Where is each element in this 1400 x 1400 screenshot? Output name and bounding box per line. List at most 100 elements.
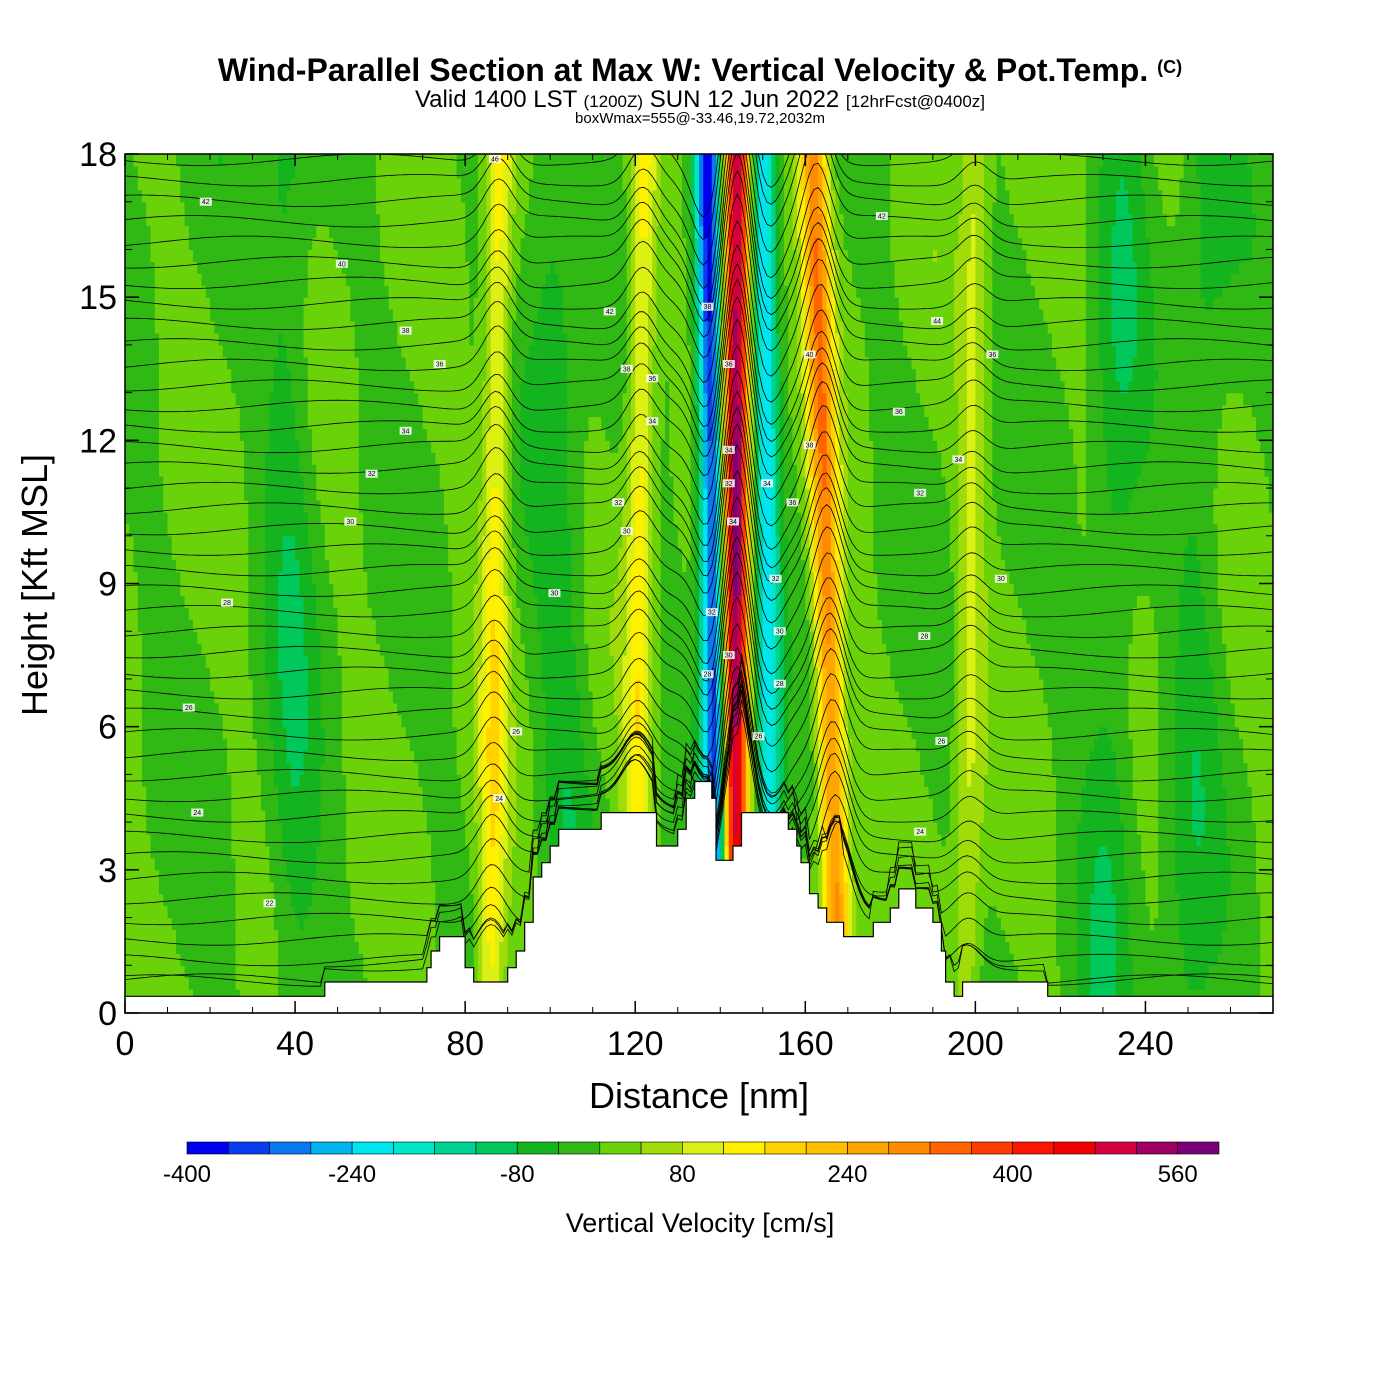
w-cell: [240, 607, 245, 620]
w-cell: [151, 416, 156, 429]
w-cell: [244, 703, 249, 716]
w-cell: [248, 774, 253, 787]
w-cell: [380, 249, 385, 262]
w-cell: [227, 393, 232, 406]
w-cell: [355, 261, 360, 274]
w-cell: [223, 393, 228, 406]
w-cell: [346, 357, 351, 370]
w-cell: [389, 202, 394, 215]
w-cell: [389, 715, 394, 728]
w-cell: [134, 416, 139, 429]
w-cell: [329, 309, 334, 322]
w-cell: [248, 285, 253, 298]
w-cell: [363, 619, 368, 632]
w-cell: [363, 321, 368, 334]
w-cell: [329, 416, 334, 429]
w-cell: [219, 941, 224, 954]
w-cell: [146, 249, 151, 262]
w-cell: [248, 428, 253, 441]
w-cell: [265, 798, 270, 811]
w-cell: [138, 679, 143, 692]
w-cell: [202, 584, 207, 597]
w-cell: [304, 870, 309, 883]
w-cell: [321, 166, 326, 179]
w-cell: [312, 238, 317, 251]
w-cell: [380, 631, 385, 644]
w-cell: [380, 607, 385, 620]
w-cell: [299, 870, 304, 883]
w-cell: [312, 261, 317, 274]
w-cell: [146, 536, 151, 549]
w-cell: [295, 476, 300, 489]
w-cell: [359, 273, 364, 286]
w-cell: [380, 214, 385, 227]
w-cell: [168, 226, 173, 239]
w-cell: [146, 309, 151, 322]
w-cell: [278, 226, 283, 239]
w-cell: [384, 751, 389, 764]
w-cell: [299, 667, 304, 680]
w-cell: [367, 214, 372, 227]
w-cell: [397, 774, 402, 787]
w-cell: [202, 786, 207, 799]
w-cell: [257, 786, 262, 799]
w-cell: [393, 452, 398, 465]
w-cell: [257, 428, 262, 441]
w-cell: [329, 357, 334, 370]
w-cell: [240, 679, 245, 692]
w-cell: [236, 631, 241, 644]
w-cell: [223, 929, 228, 942]
w-cell: [389, 607, 394, 620]
w-cell: [274, 166, 279, 179]
w-cell: [321, 512, 326, 525]
w-cell: [372, 214, 377, 227]
w-cell: [346, 345, 351, 358]
w-cell: [231, 416, 236, 429]
w-cell: [146, 739, 151, 752]
w-cell: [223, 715, 228, 728]
w-cell: [202, 953, 207, 966]
w-cell: [367, 715, 372, 728]
w-cell: [304, 834, 309, 847]
w-cell: [244, 214, 249, 227]
w-cell: [210, 512, 215, 525]
w-cell: [168, 381, 173, 394]
w-cell: [308, 894, 313, 907]
w-cell: [367, 249, 372, 262]
w-cell: [236, 381, 241, 394]
w-cell: [270, 691, 275, 704]
w-cell: [214, 416, 219, 429]
w-cell: [346, 834, 351, 847]
w-cell: [329, 941, 334, 954]
w-cell: [151, 679, 156, 692]
w-cell: [163, 369, 168, 382]
w-cell: [214, 584, 219, 597]
w-cell: [333, 345, 338, 358]
w-cell: [291, 488, 296, 501]
w-cell: [304, 202, 309, 215]
w-cell: [176, 929, 181, 942]
w-cell: [414, 405, 419, 418]
w-cell: [397, 691, 402, 704]
w-cell: [151, 369, 156, 382]
w-cell: [227, 273, 232, 286]
w-cell: [316, 345, 321, 358]
w-cell: [389, 631, 394, 644]
w-cell: [236, 727, 241, 740]
w-cell: [163, 929, 168, 942]
w-cell: [138, 977, 143, 990]
w-cell: [214, 965, 219, 978]
w-cell: [372, 739, 377, 752]
w-cell: [282, 166, 287, 179]
w-cell: [299, 321, 304, 334]
w-cell: [210, 751, 215, 764]
w-cell: [172, 357, 177, 370]
w-cell: [406, 536, 411, 549]
w-cell: [384, 202, 389, 215]
w-cell: [163, 512, 168, 525]
w-cell: [329, 882, 334, 895]
w-cell: [384, 643, 389, 656]
w-cell: [189, 882, 194, 895]
w-cell: [321, 762, 326, 775]
w-cell: [240, 941, 245, 954]
